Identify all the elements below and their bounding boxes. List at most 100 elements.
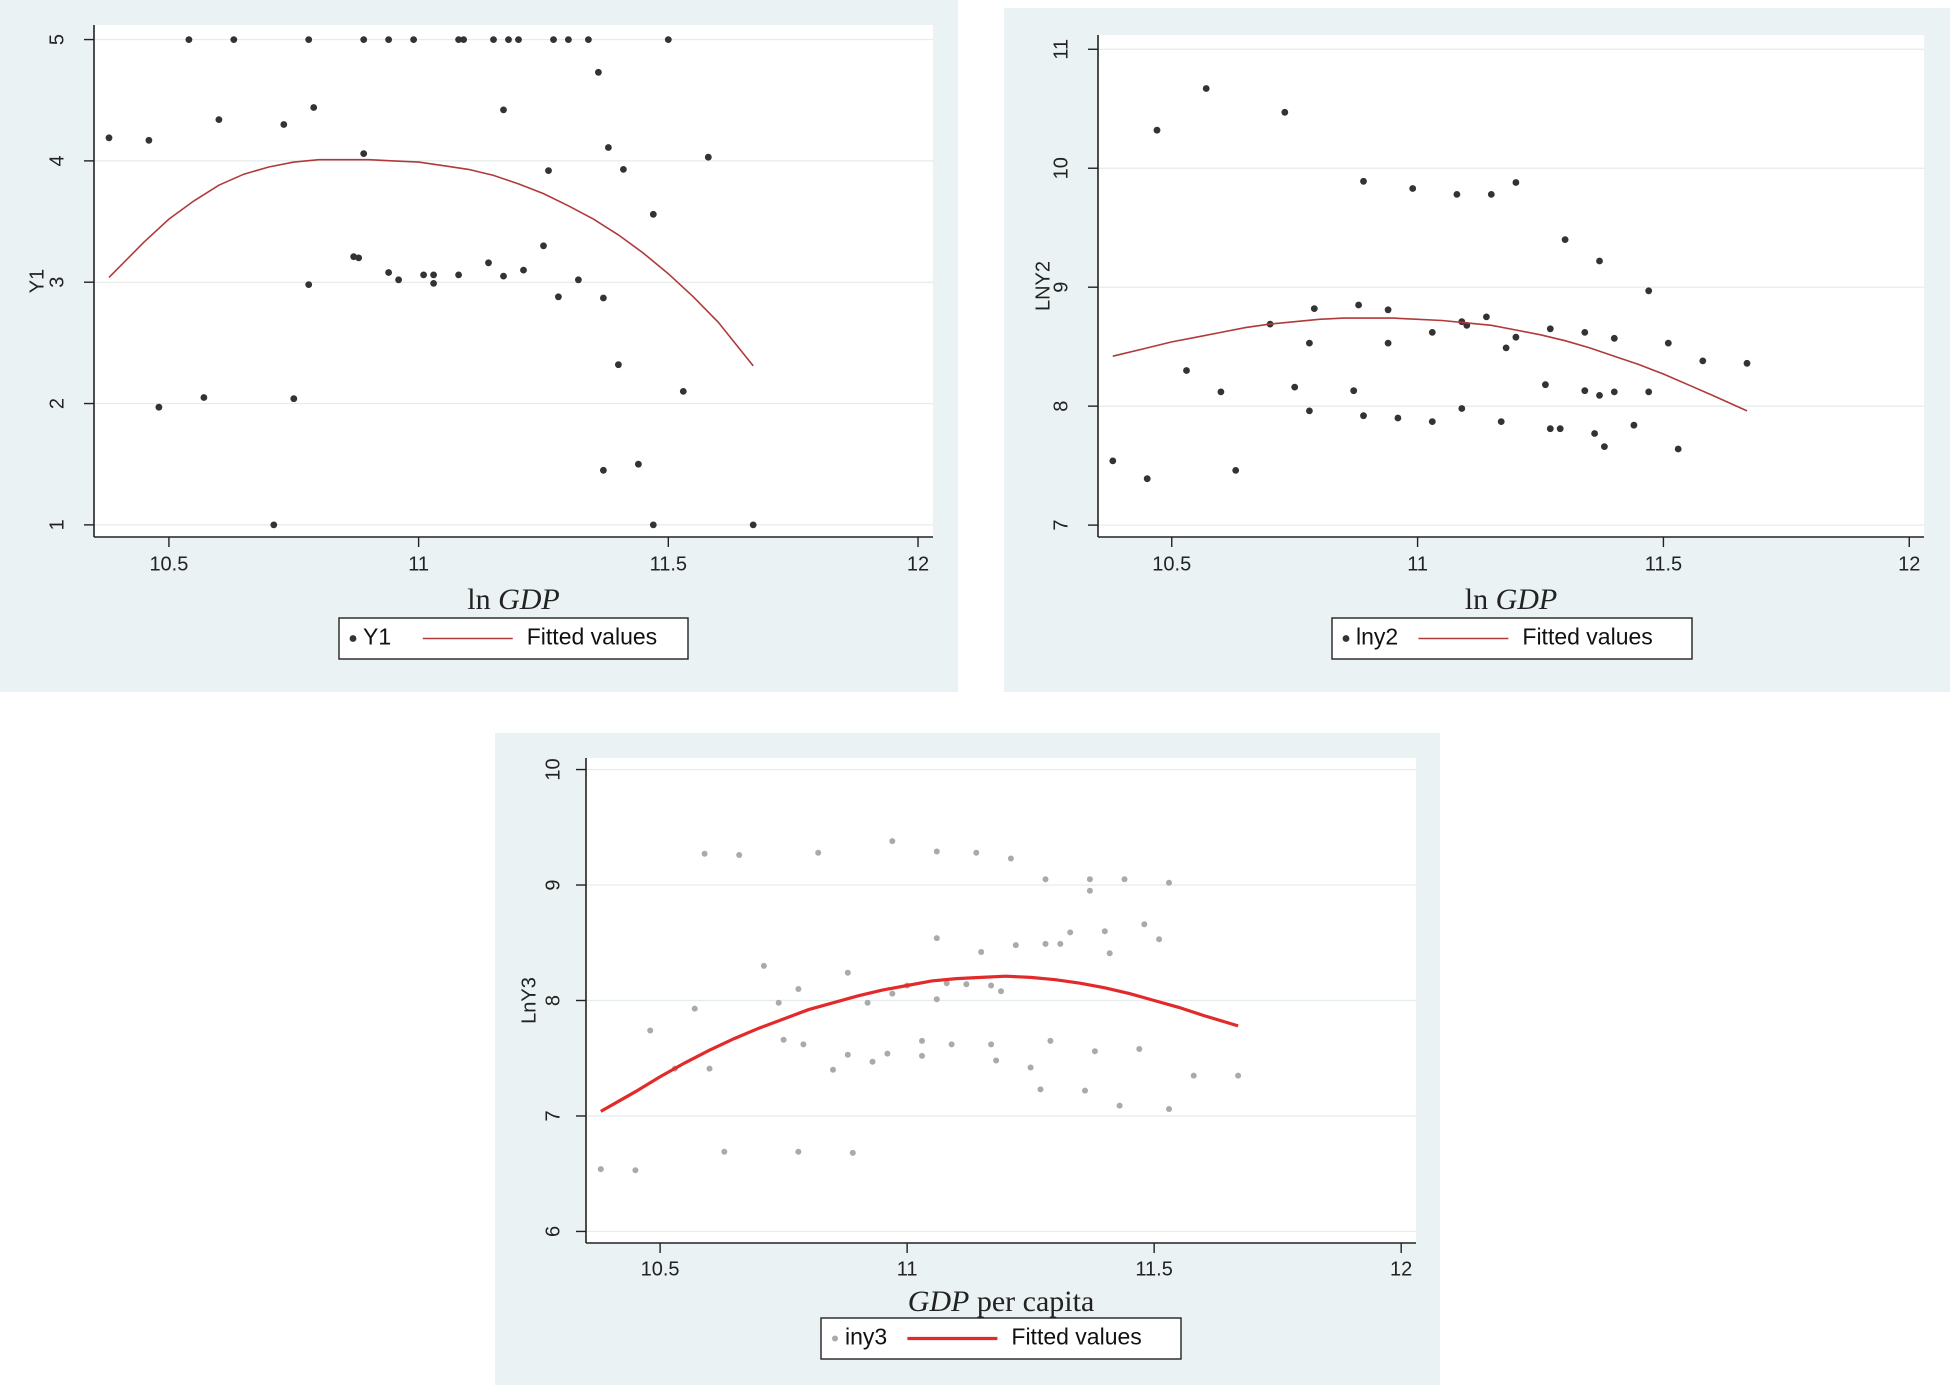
- data-point: [1190, 1072, 1197, 1079]
- data-point: [978, 949, 985, 955]
- data-point: [305, 281, 313, 288]
- x-tick-label: 11.5: [1135, 1258, 1172, 1280]
- data-point: [185, 36, 193, 43]
- data-point: [635, 460, 642, 468]
- data-point: [1561, 236, 1569, 244]
- data-point: [1645, 287, 1653, 295]
- data-point: [1360, 412, 1367, 420]
- x-tick-label: 10.5: [641, 1258, 680, 1280]
- data-point: [1082, 1087, 1088, 1094]
- fitted-line: [108, 158, 754, 367]
- data-point: [1428, 329, 1436, 336]
- data-point: [600, 294, 607, 302]
- data-point: [1067, 929, 1074, 936]
- data-point: [360, 36, 368, 43]
- data-point: [1042, 876, 1049, 883]
- x-axis-label: GDP per capita: [908, 1285, 1095, 1318]
- data-point: [993, 1057, 1000, 1064]
- data-point: [988, 982, 995, 989]
- data-point: [830, 1066, 836, 1073]
- data-point: [1360, 177, 1367, 185]
- data-point: [800, 1041, 807, 1048]
- data-point: [1645, 388, 1653, 396]
- data-point: [1166, 879, 1172, 886]
- data-point: [1483, 313, 1490, 321]
- data-point: [1664, 339, 1672, 347]
- data-point: [704, 153, 712, 161]
- data-point: [270, 521, 278, 529]
- data-point: [647, 1027, 654, 1034]
- y-axis-label: LnY3: [518, 977, 540, 1024]
- data-point: [933, 935, 940, 942]
- data-point: [155, 403, 163, 411]
- y-tick-label: 9: [542, 879, 564, 890]
- data-point: [1116, 1102, 1123, 1109]
- x-tick-label: 11: [897, 1258, 918, 1280]
- legend-label-fit: Fitted values: [1522, 624, 1652, 650]
- data-point: [1091, 1048, 1098, 1055]
- data-point: [1409, 185, 1417, 192]
- data-point: [760, 962, 767, 969]
- data-point: [1546, 325, 1554, 333]
- data-point: [1428, 418, 1436, 425]
- data-point: [355, 254, 363, 262]
- data-point: [1153, 126, 1161, 134]
- data-point: [1512, 179, 1520, 186]
- data-point: [385, 269, 392, 276]
- data-point: [485, 259, 492, 267]
- data-point: [360, 150, 368, 158]
- data-point: [1121, 876, 1128, 883]
- legend-box: [338, 617, 689, 660]
- data-point: [215, 116, 223, 123]
- data-point: [1109, 457, 1117, 465]
- data-point: [1306, 407, 1313, 415]
- y-tick-label: 3: [46, 277, 68, 288]
- data-point: [1217, 388, 1225, 396]
- data-point: [963, 981, 970, 988]
- x-axis-label: ln GDP: [1465, 583, 1558, 616]
- data-point: [515, 36, 522, 43]
- x-tick-label: 12: [1898, 553, 1920, 575]
- chart-3: 6 7 8 9 10 10.5 11 11.5 12 LnY3 GDP per capita iny3…: [495, 733, 1440, 1385]
- data-point: [1086, 887, 1093, 894]
- legend-box: [1331, 617, 1693, 660]
- data-point: [1156, 936, 1163, 943]
- data-point: [545, 167, 552, 175]
- data-point: [145, 136, 153, 144]
- y-tick-label: 8: [1050, 401, 1072, 412]
- data-point: [540, 242, 547, 250]
- data-point: [550, 36, 557, 43]
- data-point: [1042, 940, 1049, 947]
- x-axis-label-part: ln: [1465, 583, 1496, 616]
- data-point: [1202, 85, 1210, 92]
- data-point: [988, 1041, 995, 1048]
- plot-area: [94, 25, 933, 537]
- fitted-line: [600, 974, 1239, 1113]
- data-point: [460, 36, 467, 43]
- plot-area: [1098, 35, 1924, 537]
- x-tick-label: 12: [1390, 1258, 1412, 1280]
- data-point: [1596, 392, 1603, 399]
- data-point: [1136, 1046, 1143, 1052]
- data-point: [1487, 191, 1495, 198]
- legend-label-points: iny3: [845, 1324, 887, 1350]
- x-tick-label: 11.5: [1645, 553, 1682, 575]
- data-point: [1166, 1106, 1172, 1112]
- data-point: [795, 986, 802, 992]
- y-axis-label: Y1: [26, 269, 48, 293]
- data-point: [597, 1166, 604, 1173]
- legend-point-marker: [832, 1335, 838, 1342]
- y-tick-label: 2: [46, 398, 68, 409]
- y-tick-label: 11: [1050, 39, 1072, 60]
- legend-label-fit: Fitted values: [1011, 1324, 1141, 1350]
- data-point: [1007, 855, 1014, 862]
- data-point: [500, 106, 507, 114]
- data-point: [679, 388, 687, 395]
- data-point: [1037, 1086, 1044, 1093]
- data-point: [600, 466, 607, 474]
- x-axis-label-part: GDP: [908, 1285, 970, 1318]
- x-axis-label-part: GDP: [498, 583, 560, 616]
- data-point: [1183, 367, 1190, 374]
- data-point: [1143, 475, 1151, 483]
